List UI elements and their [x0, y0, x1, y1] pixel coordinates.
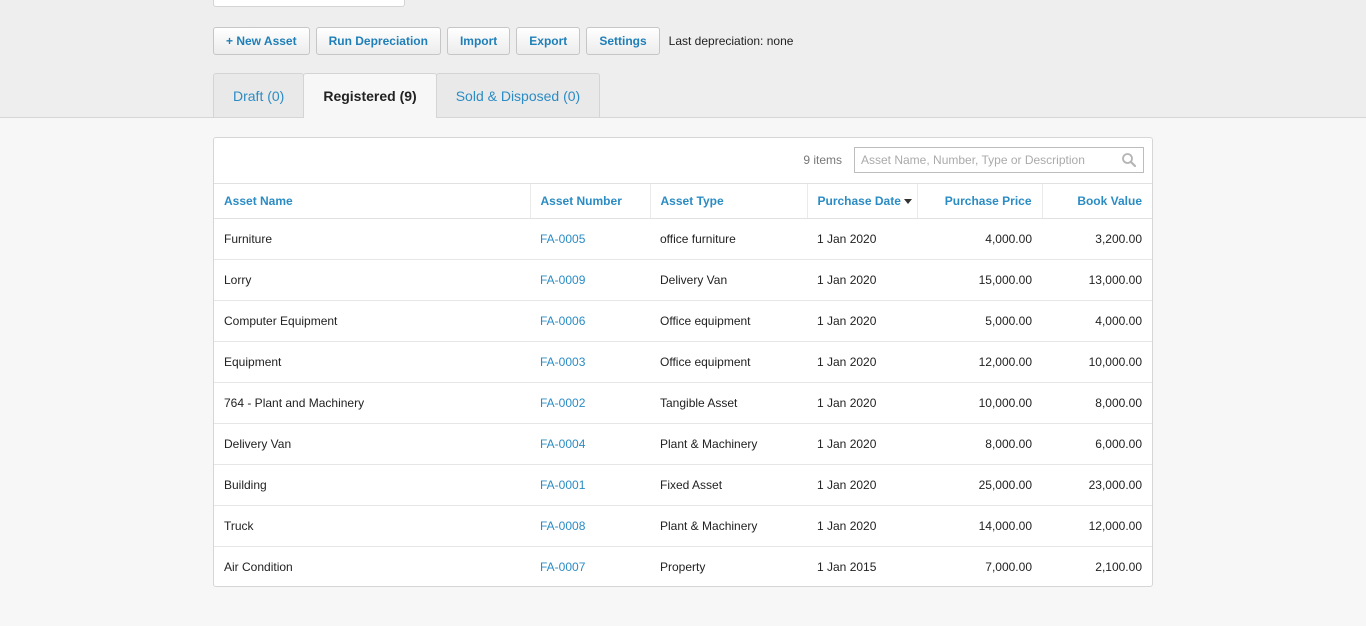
book-value-cell: 13,000.00 [1042, 259, 1152, 301]
table-row[interactable]: Computer Equipment FA-0006 Office equipm… [214, 300, 1152, 342]
table-row[interactable]: Air Condition FA-0007 Property 1 Jan 201… [214, 547, 1152, 588]
list-header: 9 items [214, 138, 1152, 184]
column-asset-number[interactable]: Asset Number [530, 184, 651, 219]
tab-sold-disposed[interactable]: Sold & Disposed (0) [435, 73, 601, 117]
purchase-date-cell: 1 Jan 2020 [807, 505, 917, 547]
asset-type-cell: Fixed Asset [650, 464, 807, 506]
asset-number-link[interactable]: FA-0007 [540, 560, 586, 574]
asset-type-cell: Property [660, 560, 706, 574]
book-value-cell: 4,000.00 [1042, 300, 1152, 342]
purchase-price-cell: 5,000.00 [917, 300, 1042, 342]
asset-number-link[interactable]: FA-0004 [530, 423, 650, 465]
purchase-price-cell: 8,000.00 [917, 423, 1042, 465]
purchase-price-cell: 14,000.00 [917, 505, 1042, 547]
table-row[interactable]: Equipment FA-0003 Office equipment 1 Jan… [214, 341, 1152, 383]
last-depreciation-text: Last depreciation: none [668, 34, 794, 48]
column-purchase-date-label: Purchase Date [817, 194, 901, 208]
asset-type-cell: Delivery Van [650, 259, 807, 301]
purchase-date-cell: 1 Jan 2015 [817, 560, 877, 574]
purchase-price-cell: 25,000.00 [917, 464, 1042, 506]
search-icon[interactable] [1121, 152, 1137, 168]
purchase-price-cell: 15,000.00 [917, 259, 1042, 301]
book-value-cell: 10,000.00 [1042, 341, 1152, 383]
book-value-cell: 6,000.00 [1042, 423, 1152, 465]
tab-registered[interactable]: Registered (9) [303, 73, 437, 118]
toolbar: + New Asset Run Depreciation Import Expo… [213, 27, 793, 55]
book-value-cell: 12,000.00 [1042, 505, 1152, 547]
search-box [854, 147, 1144, 173]
table-header-row: Asset Name Asset Number Asset Type Purch… [214, 184, 1152, 219]
asset-name-cell: Equipment [214, 341, 530, 383]
asset-name-cell: Computer Equipment [214, 300, 530, 342]
asset-number-link[interactable]: FA-0005 [530, 218, 650, 260]
asset-name-cell: 764 - Plant and Machinery [214, 382, 530, 424]
asset-type-cell: Office equipment [650, 341, 807, 383]
purchase-price-cell: 10,000.00 [917, 382, 1042, 424]
purchase-price-cell: 4,000.00 [917, 218, 1042, 260]
asset-name-cell: Delivery Van [214, 423, 530, 465]
asset-number-link[interactable]: FA-0008 [530, 505, 650, 547]
book-value-cell: 2,100.00 [1095, 560, 1142, 574]
asset-type-cell: Office equipment [650, 300, 807, 342]
asset-list-panel: 9 items Asset Name Asset Number Asset Ty… [213, 137, 1153, 587]
book-value-cell: 3,200.00 [1042, 218, 1152, 260]
purchase-date-cell: 1 Jan 2020 [807, 341, 917, 383]
asset-number-link[interactable]: FA-0006 [530, 300, 650, 342]
column-purchase-price[interactable]: Purchase Price [917, 184, 1043, 219]
new-asset-button[interactable]: + New Asset [213, 27, 310, 55]
run-depreciation-button[interactable]: Run Depreciation [315, 27, 441, 55]
purchase-price-cell: 7,000.00 [985, 560, 1032, 574]
top-area: + New Asset Run Depreciation Import Expo… [0, 0, 1366, 118]
purchase-date-cell: 1 Jan 2020 [807, 300, 917, 342]
asset-name-cell: Furniture [214, 218, 530, 260]
asset-type-cell: office furniture [650, 218, 807, 260]
asset-name-cell: Building [214, 464, 530, 506]
export-button[interactable]: Export [516, 27, 581, 55]
table-row[interactable]: Furniture FA-0005 office furniture 1 Jan… [214, 218, 1152, 260]
book-value-cell: 23,000.00 [1042, 464, 1152, 506]
purchase-date-cell: 1 Jan 2020 [807, 218, 917, 260]
header-panel-edge [213, 0, 405, 7]
status-tabs: Draft (0) Registered (9) Sold & Disposed… [213, 73, 601, 118]
asset-number-link[interactable]: FA-0009 [530, 259, 650, 301]
sort-desc-icon [903, 199, 912, 205]
settings-button[interactable]: Settings [586, 27, 660, 55]
purchase-date-cell: 1 Jan 2020 [807, 382, 917, 424]
asset-table: Asset Name Asset Number Asset Type Purch… [214, 184, 1152, 587]
table-row[interactable]: 764 - Plant and Machinery FA-0002 Tangib… [214, 382, 1152, 424]
asset-type-cell: Plant & Machinery [650, 423, 807, 465]
asset-name-cell: Air Condition [224, 560, 293, 574]
search-input[interactable] [855, 148, 1125, 172]
import-button[interactable]: Import [446, 27, 511, 55]
asset-number-link[interactable]: FA-0002 [530, 382, 650, 424]
asset-number-link[interactable]: FA-0001 [530, 464, 650, 506]
asset-type-cell: Tangible Asset [650, 382, 807, 424]
book-value-cell: 8,000.00 [1042, 382, 1152, 424]
tab-draft[interactable]: Draft (0) [213, 73, 305, 117]
asset-name-cell: Lorry [214, 259, 530, 301]
purchase-date-cell: 1 Jan 2020 [807, 464, 917, 506]
purchase-price-cell: 12,000.00 [917, 341, 1042, 383]
column-book-value[interactable]: Book Value [1042, 184, 1152, 219]
purchase-date-cell: 1 Jan 2020 [807, 259, 917, 301]
asset-number-link[interactable]: FA-0003 [530, 341, 650, 383]
table-row[interactable]: Truck FA-0008 Plant & Machinery 1 Jan 20… [214, 505, 1152, 547]
table-row[interactable]: Building FA-0001 Fixed Asset 1 Jan 2020 … [214, 464, 1152, 506]
asset-type-cell: Plant & Machinery [650, 505, 807, 547]
item-count: 9 items [803, 153, 842, 167]
table-row[interactable]: Lorry FA-0009 Delivery Van 1 Jan 2020 15… [214, 259, 1152, 301]
column-asset-type[interactable]: Asset Type [650, 184, 808, 219]
purchase-date-cell: 1 Jan 2020 [807, 423, 917, 465]
column-purchase-date[interactable]: Purchase Date [807, 184, 918, 219]
column-asset-name[interactable]: Asset Name [214, 184, 531, 219]
table-row[interactable]: Delivery Van FA-0004 Plant & Machinery 1… [214, 423, 1152, 465]
asset-name-cell: Truck [214, 505, 530, 547]
